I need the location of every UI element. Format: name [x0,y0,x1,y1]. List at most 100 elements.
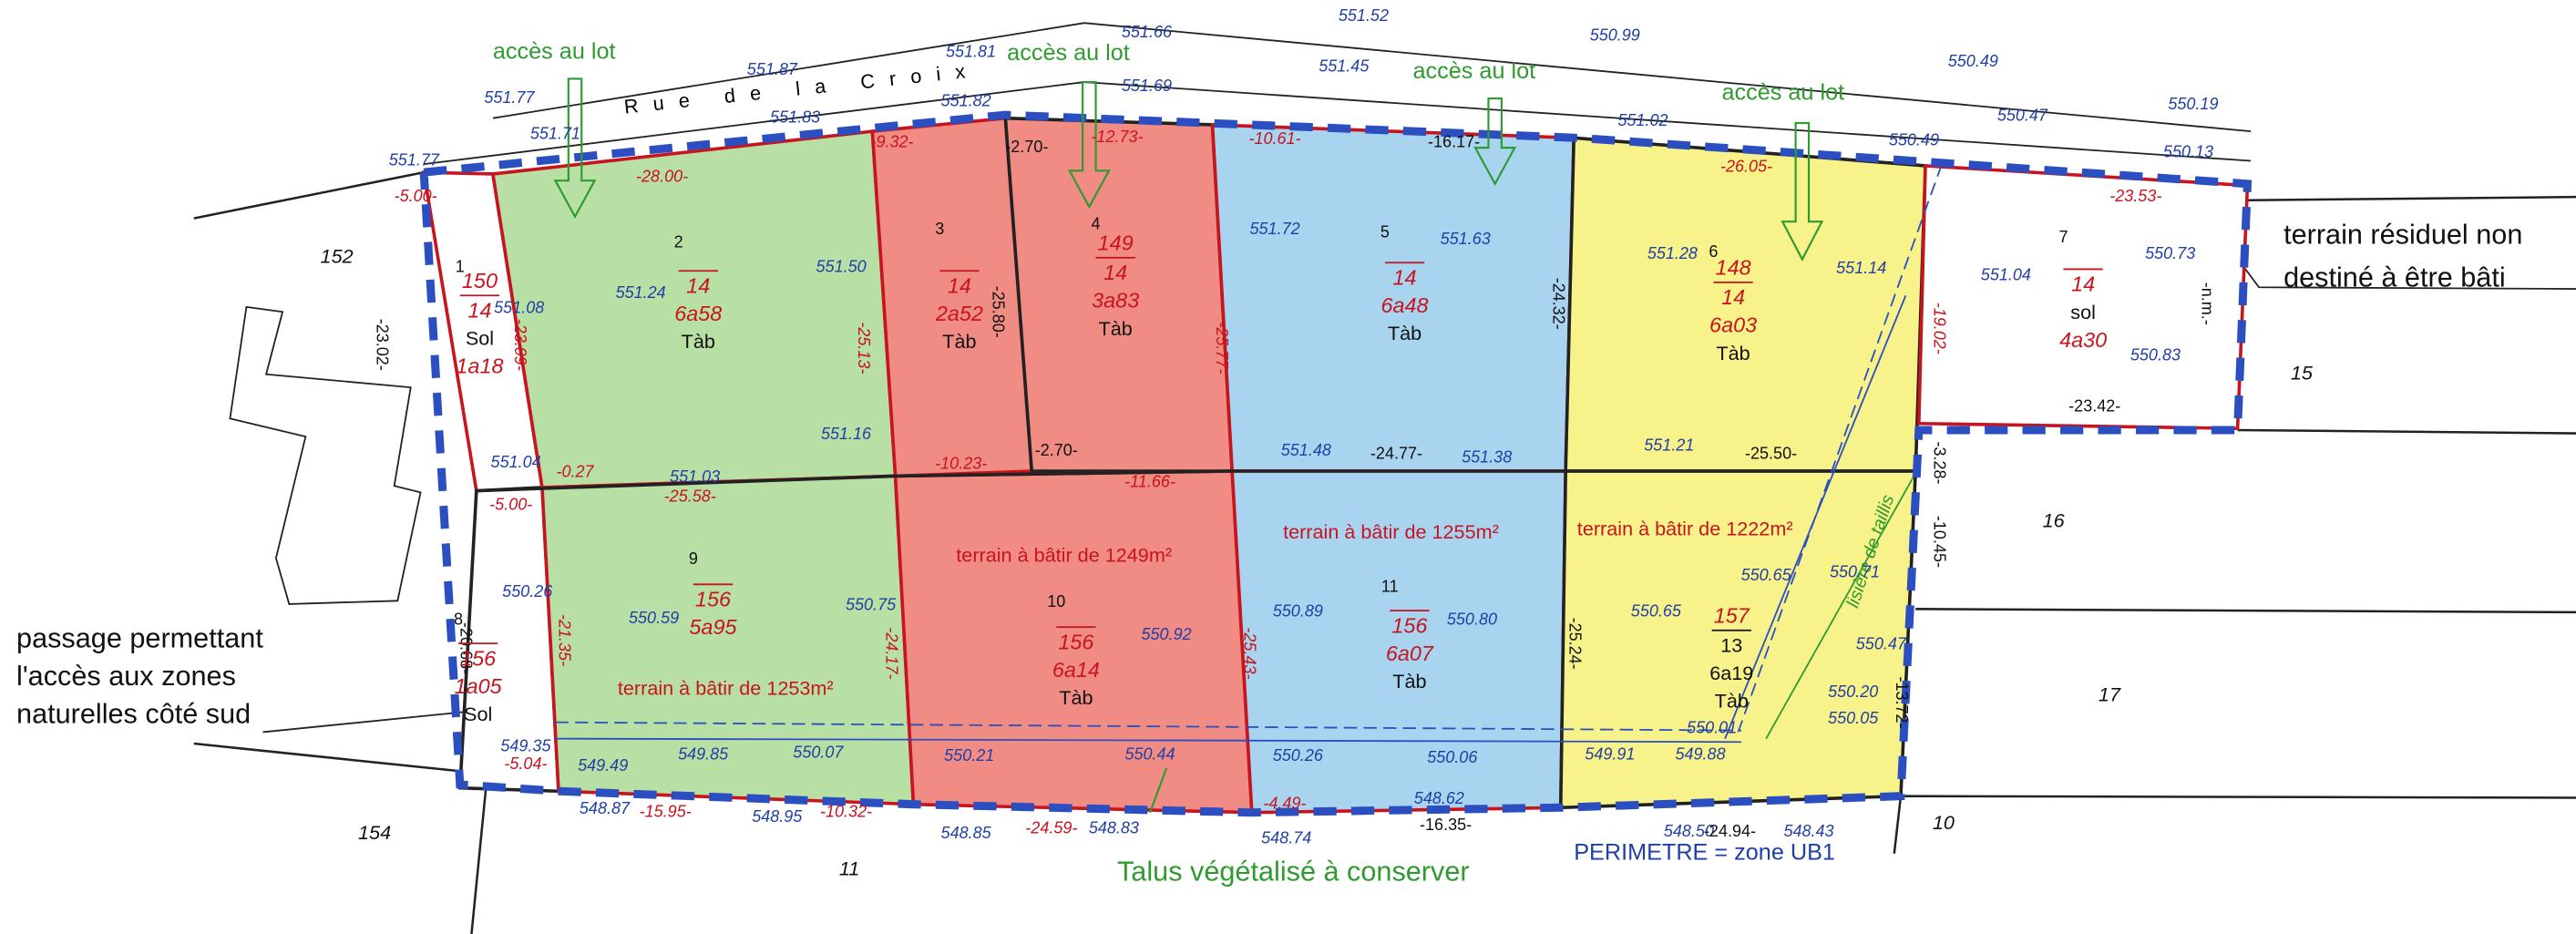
neighbor-parcel: 152 [321,245,354,268]
elevation: 551.04 [491,453,541,471]
elevation: 551.38 [1462,447,1512,466]
note: Talus végétalisé à conserver [1117,856,1470,887]
lot-number: 10 [1047,592,1065,611]
elevation: 551.50 [816,257,867,275]
dashed-line [555,721,1742,732]
dimension: -24.59- [1025,818,1077,836]
elevation: 551.81 [946,42,996,60]
elevation: 550.19 [2168,95,2218,113]
dimension: -24.94- [1704,822,1756,840]
arrow [1473,98,1517,187]
lot-area: 6a19 [1709,662,1753,684]
lot-number: 3 [935,220,944,238]
dimension: -23.02- [374,319,392,371]
lot-area: 4a30 [2059,328,2107,352]
lot-use: Tàb [1716,342,1750,364]
lot-use: Sol [466,327,494,350]
dimension: -26.05- [1720,158,1772,176]
lot-section: 14 [2071,272,2095,296]
dimension: -0.27 [556,463,594,481]
lot-use: Tàb [1099,317,1133,340]
lot-area: 2a52 [935,302,983,325]
dimension: -28.00- [636,167,688,185]
dimension: -4.49- [1263,794,1306,812]
lot-number: 9 [689,549,698,568]
lots [422,116,2250,815]
lot-area: 5a95 [689,615,737,639]
note: passage permettant [16,623,263,654]
elevation: 551.63 [1441,230,1491,248]
elevation: 551.72 [1250,220,1300,238]
access-label: accès au lot [1721,79,1844,105]
lot-number: 2 [674,232,683,251]
lot-number: 1 [456,257,465,275]
dimension: -5.00- [489,496,532,514]
elevation: 550.26 [502,582,553,600]
division-line [476,469,1916,493]
lot-use: Tàb [1059,686,1093,709]
street-edge [492,22,2252,133]
access-arrows [553,77,1824,814]
dimension: -21.35- [556,614,574,666]
lot-area: 6a07 [1386,641,1434,665]
neighbor-parcel: 11 [839,857,859,879]
perimeter [419,110,2253,817]
dimension: -10.23- [935,455,987,473]
lot-number: 5 [1380,223,1390,241]
dimension: -25.24- [1565,618,1584,670]
dimension: -2.70- [1005,138,1048,156]
note: PERIMETRE = zone UB1 [1574,839,1835,865]
lot-area: 1a18 [456,354,503,378]
elevation: 551.66 [1122,23,1173,41]
elevation: 549.35 [500,736,551,754]
lot-use: Sol [464,703,492,725]
lot-section: 14 [948,273,971,297]
elevation: 550.06 [1427,748,1478,766]
dimension: -9.32- [870,132,913,150]
dimension: -2.70- [1035,441,1078,459]
elevation: 550.99 [1590,26,1640,44]
elevation: 550.71 [1830,562,1880,580]
neighbor-parcel: 16 [2043,509,2066,532]
lot-parcel: 148 [1716,256,1751,280]
elevation: 551.82 [941,91,991,109]
elevation: 551.45 [1319,57,1370,76]
lot-area: 6a48 [1380,293,1428,317]
elevation: 550.20 [1828,683,1878,701]
building-area: terrain à bâtir de 1222m² [1577,518,1793,540]
lot-section: 14 [686,273,710,297]
lot-use: Tàb [1392,670,1426,693]
lot-section: 156 [695,588,732,611]
lot-section: 14 [1721,285,1745,309]
elevation: 551.16 [821,425,872,443]
lot-6 [1564,136,1927,473]
neighbor-parcel: 154 [358,821,391,844]
labels: Rue de la Croix accès au lot accès au lo… [16,6,2522,888]
elevation: 551.77 [484,88,535,107]
elevation: 550.47 [1856,635,1907,653]
elevation: 549.88 [1675,744,1725,763]
boundary-line [470,784,487,934]
elevation: 550.80 [1447,611,1497,629]
note: terrain résiduel non [2284,220,2522,251]
lot-section: 14 [1103,261,1127,284]
elevation: 550.65 [1741,566,1792,584]
elevation: 551.83 [770,108,820,126]
elevation: 548.85 [941,824,992,842]
boundary-line [193,742,464,773]
elevation: 551.52 [1339,6,1389,25]
lot-use: sol [2070,301,2096,323]
elevation: 550.49 [1948,52,1998,70]
elevation: 551.28 [1647,244,1698,262]
elevation: 549.85 [678,744,729,763]
elevation: 551.03 [670,467,720,486]
dimension: -5.00- [395,187,437,205]
building-area: terrain à bâtir de 1255m² [1283,520,1499,543]
building-area: terrain à bâtir de 1249m² [956,543,1172,566]
blue-line [555,737,1742,744]
dimension: -25.13- [855,322,873,374]
elevation: 548.50 [1664,822,1714,840]
blue-line [1724,294,1907,739]
lot-section: 156 [460,646,497,670]
dimension: -10.45- [1931,516,1949,568]
